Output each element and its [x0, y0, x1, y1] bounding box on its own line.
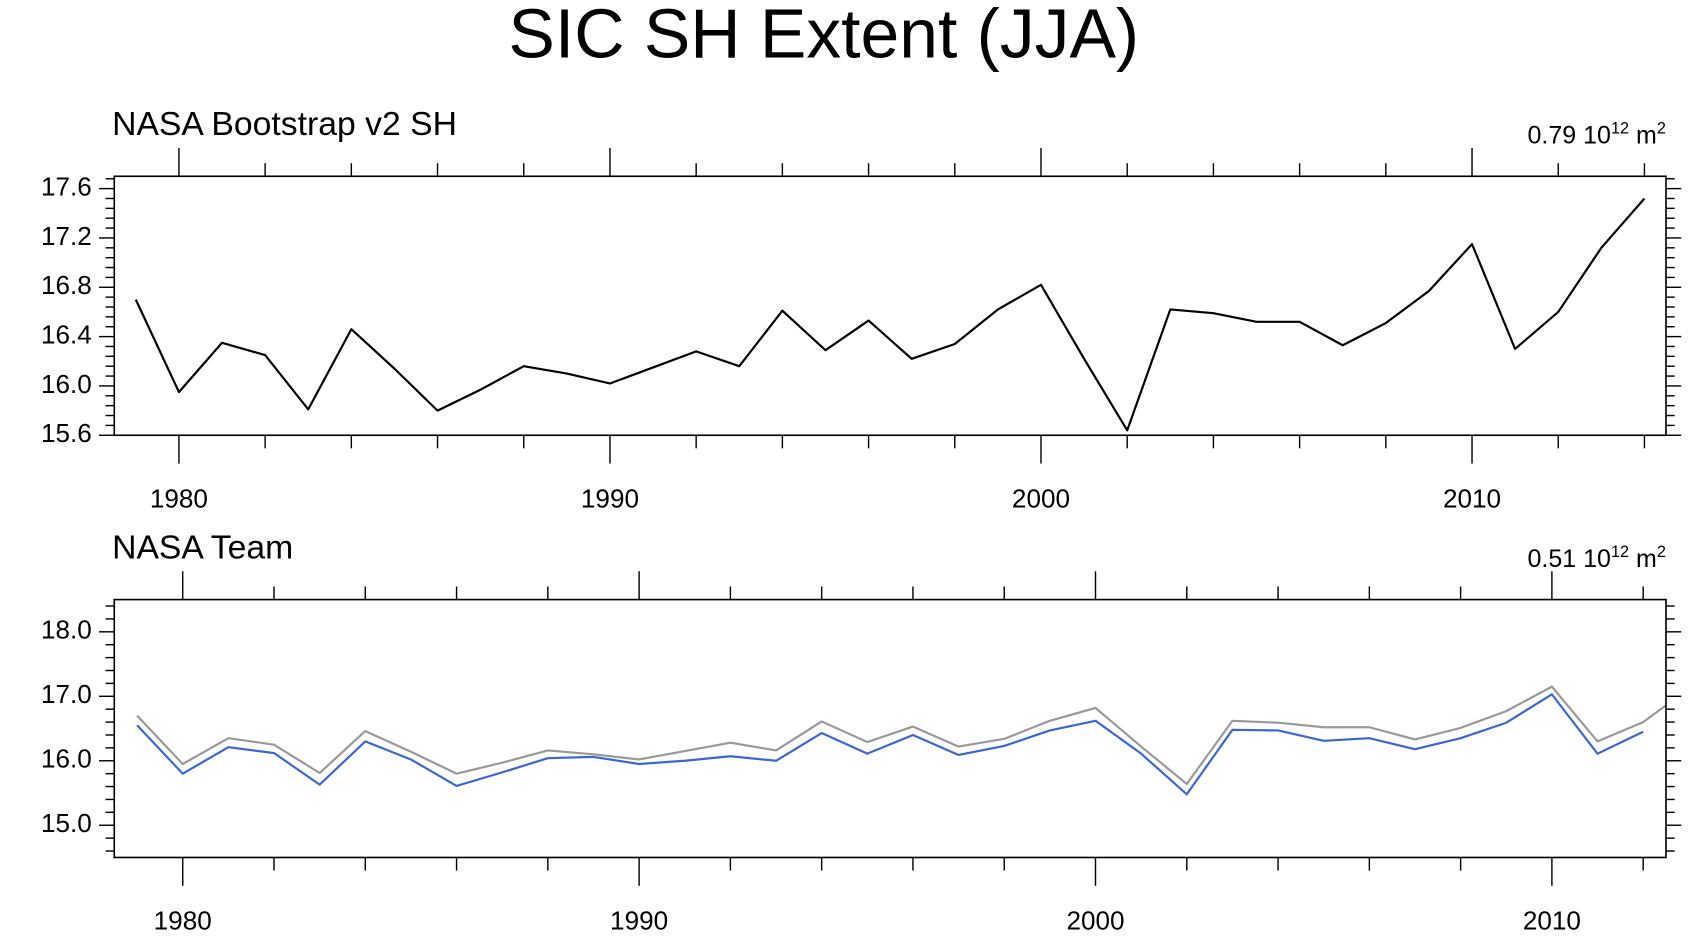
- superscript: 2: [1657, 543, 1666, 561]
- x-tick-label: 2010: [1523, 906, 1581, 936]
- y-tick-label: 16.0: [41, 369, 92, 399]
- label-part: 0.79 10: [1527, 122, 1610, 150]
- y-tick-label: 15.0: [41, 808, 92, 838]
- series-line: [136, 693, 1644, 796]
- label-part: m: [1629, 122, 1657, 150]
- label-part: 0.51 10: [1527, 545, 1610, 573]
- y-tick-label: 17.0: [41, 679, 92, 709]
- y-tick-label: 16.0: [41, 744, 92, 774]
- plot-area: [134, 197, 1646, 432]
- label-part: m: [1629, 545, 1657, 573]
- x-tick-label: 2000: [1066, 906, 1124, 936]
- plot-frame: [113, 598, 1667, 859]
- x-tick-label: 2000: [1012, 483, 1070, 513]
- x-tick-label: 2010: [1443, 483, 1501, 513]
- series-line: [134, 197, 1646, 432]
- panel-right-label: 0.79 1012 m2: [1527, 120, 1666, 150]
- x-tick-label: 1990: [610, 906, 668, 936]
- x-tick-label: 1990: [581, 483, 639, 513]
- y-tick-label: 16.4: [41, 319, 92, 349]
- series-line: [136, 685, 1666, 786]
- panel-title: NASA Team: [112, 528, 293, 566]
- plot-frame: [113, 175, 1667, 437]
- x-tick-label: 1980: [150, 483, 208, 513]
- figure-title: SIC SH Extent (JJA): [508, 0, 1139, 73]
- x-tick-label: 1980: [154, 906, 212, 936]
- superscript: 12: [1611, 120, 1629, 138]
- panel-title: NASA Bootstrap v2 SH: [112, 105, 457, 143]
- y-tick-label: 17.2: [41, 221, 92, 251]
- y-tick-label: 17.6: [41, 172, 92, 202]
- plot-area: [136, 685, 1666, 796]
- superscript: 12: [1611, 543, 1629, 561]
- y-tick-label: 16.8: [41, 270, 92, 300]
- superscript: 2: [1657, 120, 1666, 138]
- y-tick-label: 15.6: [41, 418, 92, 448]
- panel-right-label: 0.51 1012 m2: [1527, 543, 1666, 573]
- y-tick-label: 18.0: [41, 615, 92, 645]
